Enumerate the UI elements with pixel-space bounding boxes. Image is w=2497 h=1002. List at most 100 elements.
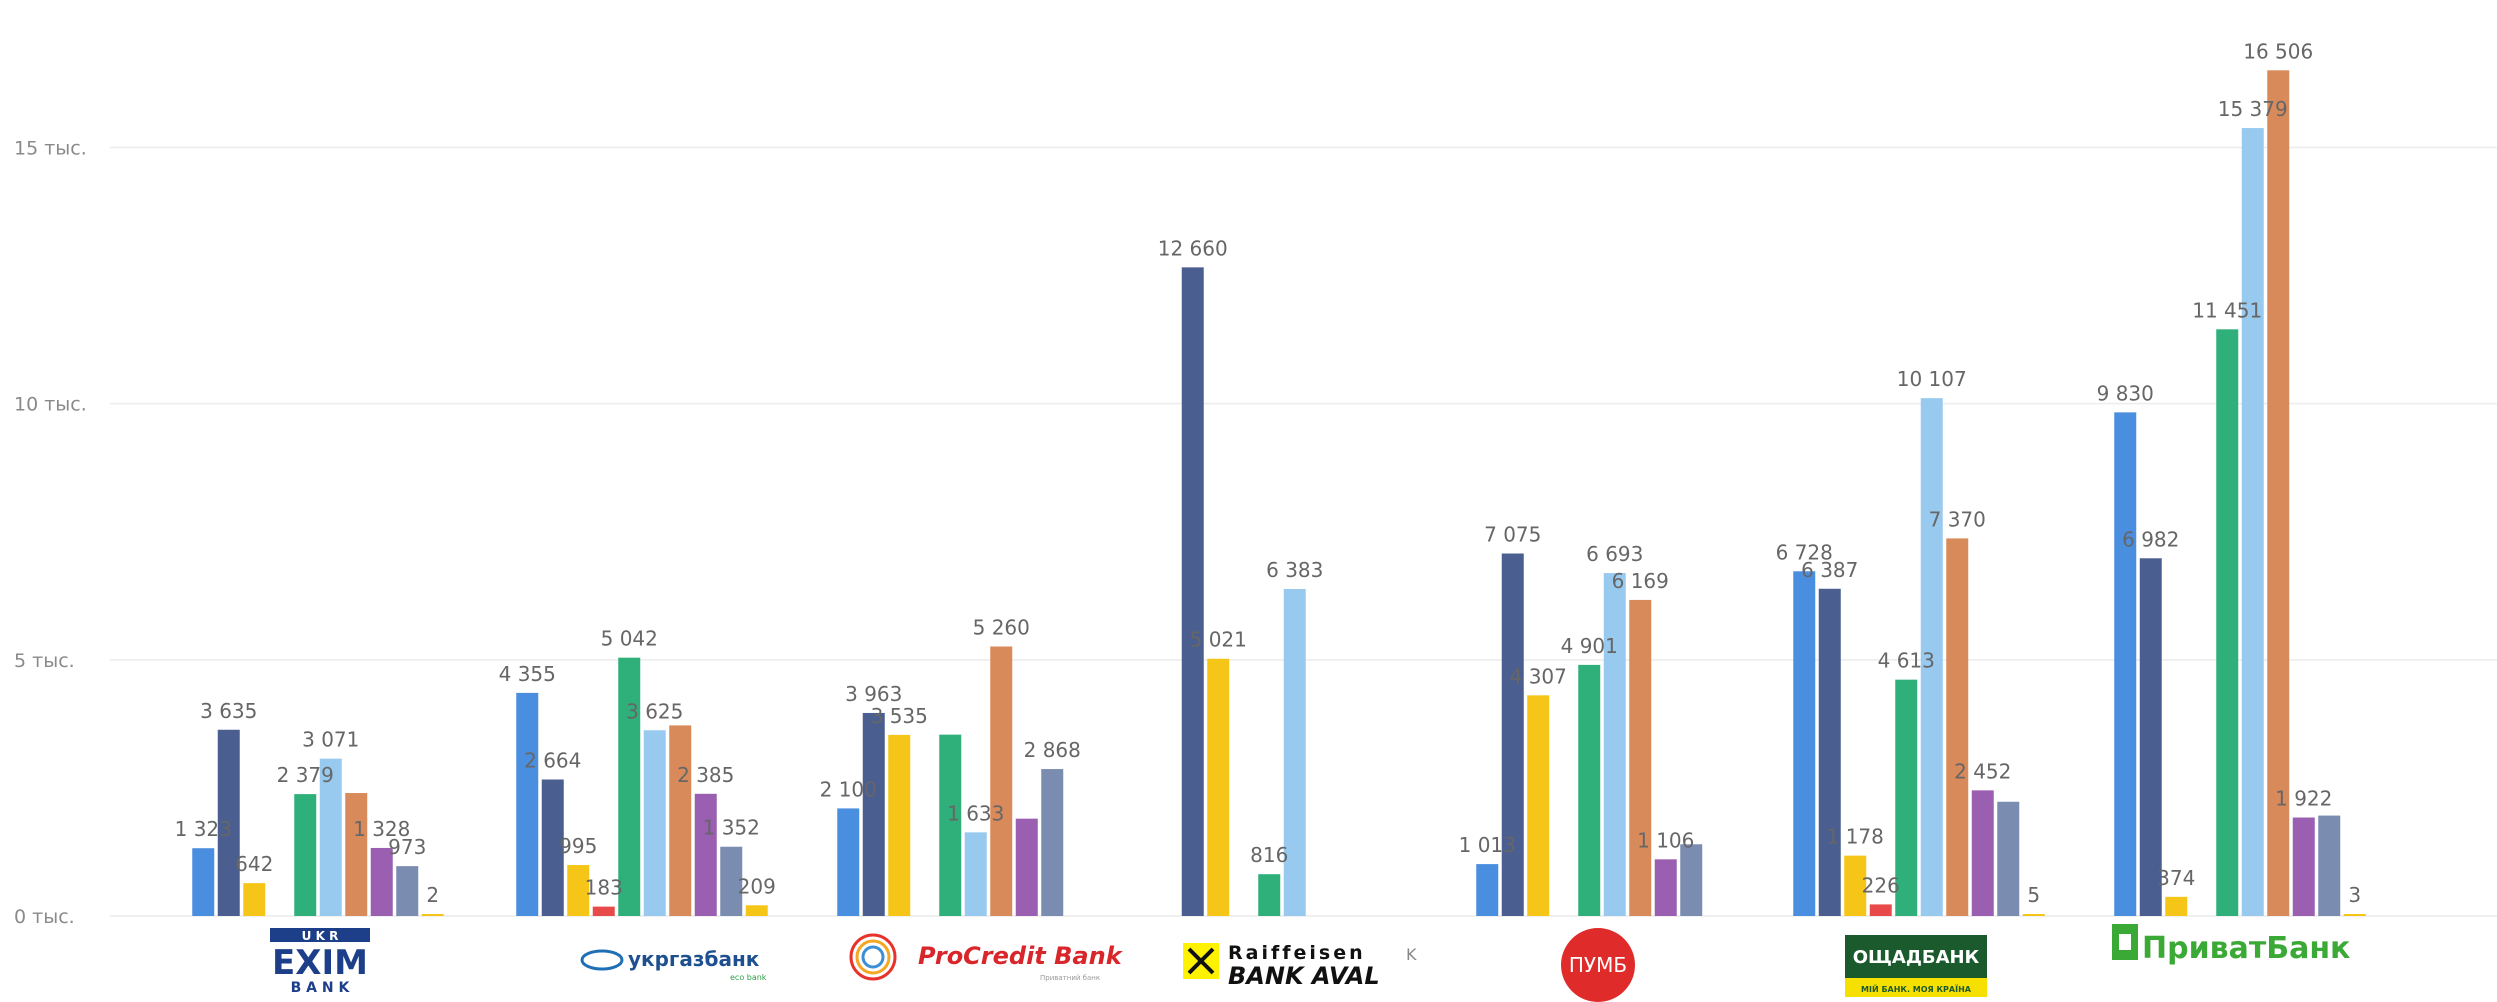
logo-procredit: ProCredit Bank Приватний банк (849, 933, 1124, 982)
data-label: 16 506 (2243, 39, 2313, 63)
data-label: 1 328 (353, 817, 410, 841)
data-label: 10 107 (1897, 367, 1967, 391)
bar (1895, 679, 1918, 916)
data-label: 209 (738, 874, 776, 898)
bar (1015, 818, 1038, 916)
bar (592, 906, 615, 916)
bar (345, 793, 368, 916)
bar (2139, 558, 2162, 916)
bar (2241, 128, 2264, 916)
logo-ukreximbank-top: U K R (302, 929, 339, 943)
bar (2318, 815, 2341, 916)
data-label: 995 (559, 834, 597, 858)
bar (2114, 412, 2137, 916)
bar (990, 646, 1013, 916)
bar (720, 846, 743, 916)
bar (1603, 573, 1626, 916)
y-tick-label: 15 тыс. (14, 137, 87, 159)
data-label: 6 693 (1586, 542, 1643, 566)
bar (1844, 855, 1867, 916)
data-label: 11 451 (2192, 298, 2262, 322)
logo-ukrgasbank-main: укргазбанк (628, 947, 760, 971)
data-label: 12 660 (1158, 236, 1228, 260)
bar (1654, 859, 1677, 916)
bar (1680, 844, 1703, 916)
data-label: 5 042 (601, 627, 658, 651)
bar (1578, 664, 1601, 916)
bar (1181, 267, 1204, 916)
bar (1527, 695, 1550, 916)
data-label: 374 (2157, 866, 2195, 890)
bar (837, 808, 860, 916)
data-label: 3 635 (200, 699, 257, 723)
data-label: 1 352 (703, 816, 760, 840)
data-labels: 1 323 4 355 2 100 1 013 6 728 9 830 3 635 2 664… (175, 39, 2362, 907)
bar (2343, 914, 2366, 916)
data-label: 3 963 (845, 682, 902, 706)
data-label: 1 323 (175, 817, 232, 841)
logo-oschadbank: ОЩАДБАНК МІЙ БАНК. МОЯ КРАЇНА (1845, 935, 1987, 997)
data-label: 2 100 (820, 777, 877, 801)
bar (618, 657, 641, 916)
logo-privatbank: ПриватБанк (2112, 924, 2350, 966)
bar (370, 847, 393, 916)
bar (2165, 896, 2188, 916)
bar (2267, 70, 2290, 916)
data-label: 7 370 (1929, 507, 1986, 531)
data-label: 5 (2027, 883, 2040, 907)
bar (192, 848, 215, 916)
bar (294, 794, 317, 916)
data-label: 3 625 (626, 699, 683, 723)
data-label: 6 982 (2122, 527, 2179, 551)
bar (1258, 874, 1281, 916)
data-label: 4 613 (1878, 649, 1935, 673)
data-label: 4 307 (1510, 664, 1567, 688)
bar (694, 793, 717, 916)
bar (567, 865, 590, 916)
ukrgasbank-emblem-icon (580, 949, 624, 971)
bar (643, 730, 666, 916)
bar (541, 779, 564, 916)
bar (669, 725, 692, 916)
bar (745, 905, 768, 916)
bar (1207, 658, 1230, 916)
bar (1041, 769, 1064, 916)
logo-pumb: ПУМБ (1561, 928, 1635, 1002)
logo-oschadbank-main: ОЩАДБАНК (1853, 947, 1980, 968)
logo-pumb-main: ПУМБ (1569, 953, 1627, 977)
data-label: 6 383 (1266, 558, 1323, 582)
data-label: 1 106 (1637, 828, 1694, 852)
bar (396, 866, 419, 916)
data-label: 183 (585, 876, 623, 900)
logo-ukrgasbank: укргазбанк eco bank (580, 947, 767, 982)
data-label: 1 013 (1459, 833, 1516, 857)
bar (2292, 817, 2315, 916)
data-label: 3 535 (871, 704, 928, 728)
logo-ukreximbank-main: EXIM (272, 943, 368, 983)
data-label: 15 379 (2218, 97, 2288, 121)
data-label: 9 830 (2097, 381, 2154, 405)
logo-ukreximbank-bottom: B A N K (291, 980, 351, 996)
procredit-emblem-icon (849, 933, 897, 981)
data-label: 4 355 (499, 662, 556, 686)
data-label: 2 868 (1024, 738, 1081, 762)
data-label: 3 (2348, 883, 2361, 907)
pumb-emblem-icon (1561, 928, 1635, 1002)
bar (1818, 588, 1841, 916)
bar (319, 758, 342, 916)
bar (862, 712, 885, 916)
bar (1946, 538, 1969, 916)
y-tick-label: 10 тыс. (14, 394, 87, 416)
data-label: 6 169 (1612, 569, 1669, 593)
bar (888, 734, 911, 916)
data-label: 4 901 (1561, 634, 1618, 658)
bar (1869, 904, 1892, 916)
y-tick-label: 5 тыс. (14, 650, 75, 672)
data-label: 1 633 (947, 801, 1004, 825)
data-label: 5 021 (1190, 628, 1247, 652)
bar (1793, 571, 1816, 916)
data-label: 2 452 (1954, 759, 2011, 783)
bar (964, 832, 987, 916)
logo-procredit-main: ProCredit Bank (918, 942, 1124, 970)
bar (1476, 864, 1499, 916)
